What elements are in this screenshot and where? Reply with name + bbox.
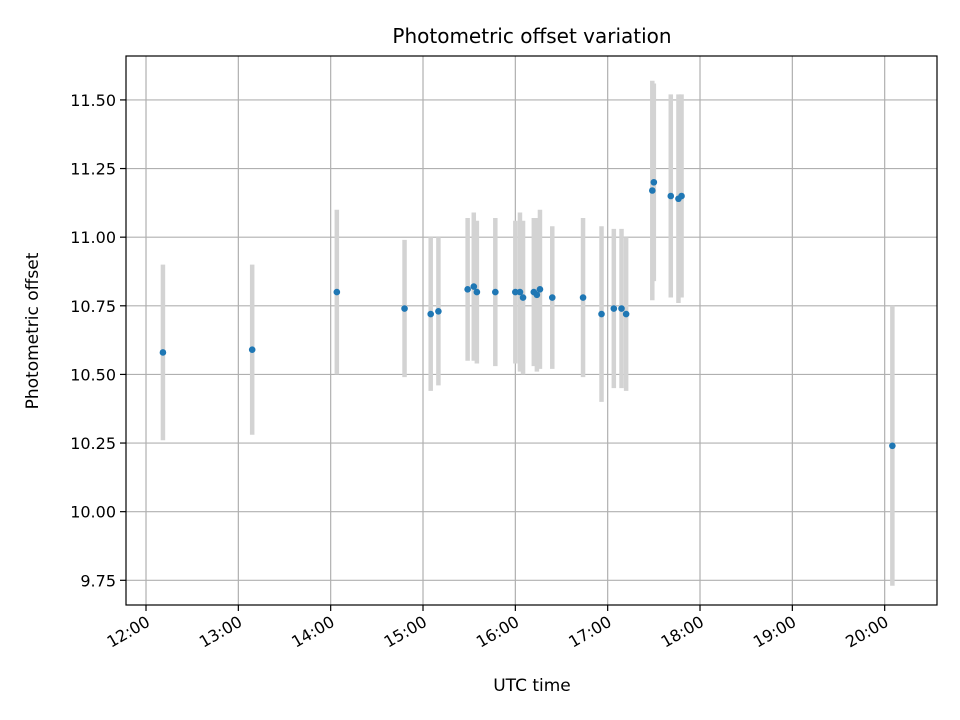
y-tick-label: 11.00 <box>70 228 116 247</box>
y-tick-label: 10.75 <box>70 297 116 316</box>
data-point <box>598 310 605 318</box>
y-axis-ticks: 9.75 10.00 10.25 10.50 10.75 11.00 11.25 11.50 <box>70 91 126 590</box>
data-point <box>536 286 544 293</box>
y-tick-label: 10.25 <box>70 434 116 453</box>
data-point <box>333 288 341 296</box>
data-point <box>248 346 256 354</box>
data-point <box>519 294 527 301</box>
data-point <box>159 349 167 356</box>
chart-title: Photometric offset variation <box>392 24 671 48</box>
y-tick-label: 10.00 <box>70 503 116 522</box>
y-tick-label: 11.50 <box>70 91 116 110</box>
data-point <box>435 307 442 315</box>
data-point <box>548 294 556 301</box>
data-point <box>470 283 478 290</box>
data-point <box>533 291 541 299</box>
x-axis-label: UTC time <box>493 676 571 696</box>
data-points <box>159 178 896 450</box>
y-tick-label: 10.50 <box>70 365 116 384</box>
data-point <box>427 310 435 318</box>
data-point <box>618 305 625 312</box>
data-point <box>650 178 658 186</box>
data-point <box>516 288 524 296</box>
data-point <box>667 192 675 200</box>
y-axis-label: Photometric offset <box>23 252 43 409</box>
plot-frame <box>125 55 938 606</box>
grid-lines <box>126 56 937 605</box>
data-point <box>649 187 656 194</box>
data-point <box>889 442 896 450</box>
data-point <box>678 192 685 200</box>
data-point <box>492 288 499 296</box>
data-point <box>512 288 519 296</box>
data-point <box>610 305 618 312</box>
data-point <box>622 310 630 318</box>
data-point <box>473 288 481 296</box>
data-point <box>464 286 471 293</box>
y-tick-label: 11.25 <box>70 160 116 179</box>
y-tick-label: 9.75 <box>80 571 116 590</box>
data-point <box>579 294 587 301</box>
data-point <box>401 305 408 312</box>
